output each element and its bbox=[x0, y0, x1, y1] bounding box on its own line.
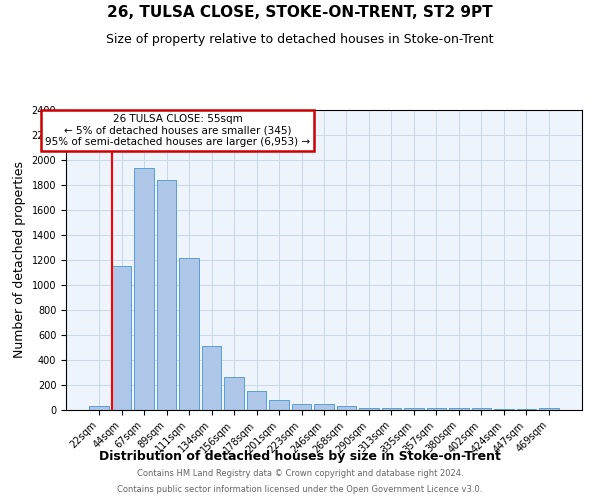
Bar bbox=[337, 406, 356, 410]
Bar bbox=[427, 408, 446, 410]
Bar bbox=[539, 408, 559, 410]
Text: Contains HM Land Registry data © Crown copyright and database right 2024.: Contains HM Land Registry data © Crown c… bbox=[137, 468, 463, 477]
Bar bbox=[157, 180, 176, 410]
Bar bbox=[247, 391, 266, 410]
Text: 26, TULSA CLOSE, STOKE-ON-TRENT, ST2 9PT: 26, TULSA CLOSE, STOKE-ON-TRENT, ST2 9PT bbox=[107, 5, 493, 20]
Text: Contains public sector information licensed under the Open Government Licence v3: Contains public sector information licen… bbox=[118, 485, 482, 494]
Bar bbox=[359, 408, 379, 410]
Bar bbox=[202, 346, 221, 410]
Bar bbox=[89, 406, 109, 410]
Bar bbox=[179, 258, 199, 410]
Text: Distribution of detached houses by size in Stoke-on-Trent: Distribution of detached houses by size … bbox=[99, 450, 501, 463]
Bar bbox=[404, 408, 424, 410]
Text: 26 TULSA CLOSE: 55sqm
← 5% of detached houses are smaller (345)
95% of semi-deta: 26 TULSA CLOSE: 55sqm ← 5% of detached h… bbox=[45, 114, 310, 147]
Bar bbox=[472, 408, 491, 410]
Bar bbox=[134, 168, 154, 410]
Bar bbox=[292, 404, 311, 410]
Y-axis label: Number of detached properties: Number of detached properties bbox=[13, 162, 26, 358]
Bar bbox=[382, 408, 401, 410]
Bar bbox=[314, 404, 334, 410]
Text: Size of property relative to detached houses in Stoke-on-Trent: Size of property relative to detached ho… bbox=[106, 32, 494, 46]
Bar bbox=[269, 400, 289, 410]
Bar bbox=[449, 408, 469, 410]
Bar bbox=[112, 266, 131, 410]
Bar bbox=[224, 377, 244, 410]
